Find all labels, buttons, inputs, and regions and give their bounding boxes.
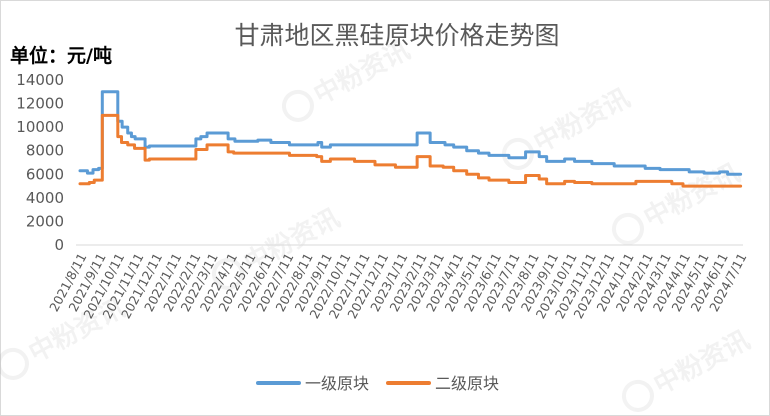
watermark-icon (281, 89, 314, 122)
watermark-icon (611, 212, 644, 245)
y-tick-label: 0 (54, 236, 64, 254)
x-axis-tick-labels: 2021/8/112021/9/112021/10/112021/11/1120… (46, 250, 749, 321)
watermark-icon (0, 347, 29, 380)
series-layer (78, 90, 743, 188)
watermark-icon (501, 137, 534, 170)
y-tick-label: 10000 (16, 118, 64, 136)
chart-title: 甘肃地区黑硅原块价格走势图 (234, 21, 559, 50)
legend: 一级原块 二级原块 (256, 374, 499, 393)
legend-label: 二级原块 (435, 374, 499, 393)
series-line-1 (78, 90, 743, 176)
watermark-icon (621, 379, 654, 412)
y-axis-tick-labels: 0 2000 4000 6000 8000 10000 12000 14000 (16, 71, 64, 254)
watermark-icon (211, 257, 244, 290)
y-tick-label: 8000 (26, 142, 64, 160)
legend-label: 一级原块 (305, 374, 369, 393)
y-tick-label: 2000 (26, 212, 64, 230)
series-line-2 (78, 113, 743, 188)
y-tick-label: 4000 (26, 189, 64, 207)
legend-item-series-1: 一级原块 (256, 374, 369, 393)
y-tick-label: 14000 (16, 71, 64, 89)
legend-item-series-2: 二级原块 (386, 374, 499, 393)
y-tick-label: 12000 (16, 95, 64, 113)
y-axis-unit-label: 单位：元/吨 (10, 44, 112, 67)
y-tick-label: 6000 (26, 165, 64, 183)
